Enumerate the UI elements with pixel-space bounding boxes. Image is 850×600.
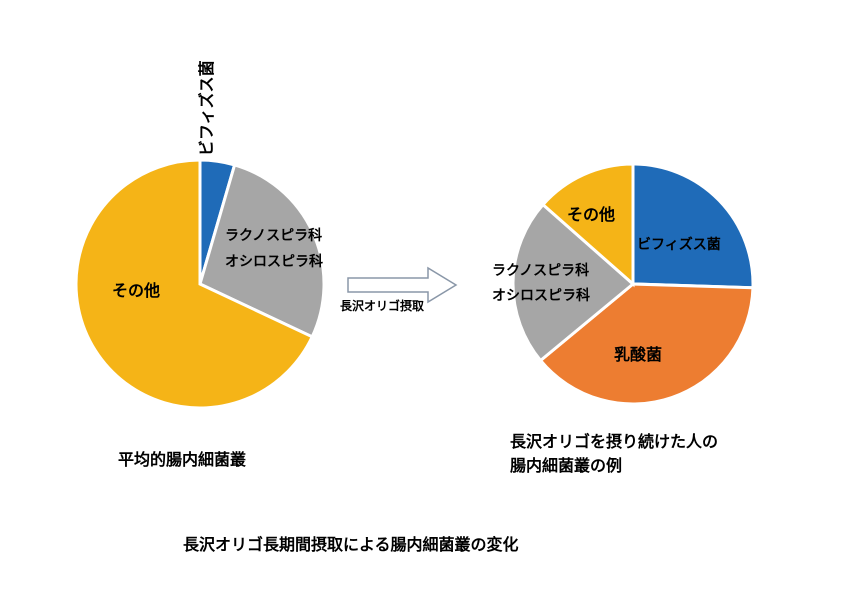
label-bifidus-right: ビフィズス菌 [637, 236, 721, 253]
label-lachno-left-line2: オシロスピラ科 [225, 253, 323, 270]
label-other-right: その他 [567, 205, 615, 224]
label-lachno-left-line1: ラクノスピラ科 [225, 227, 322, 244]
slice-other [540, 162, 635, 288]
label-bifidus-left: ビフィズス菌 [197, 60, 216, 156]
label-other-left: その他 [112, 281, 160, 300]
arrow-label: 長沢オリゴ摂取 [340, 299, 425, 313]
caption-right-line1: 長沢オリゴを摂り続けた人の [510, 432, 719, 451]
label-lachno-right-line2: オシロスピラ科 [492, 287, 590, 304]
right-arrow-icon [347, 266, 458, 304]
slice-lactic [538, 282, 755, 406]
pie-chart-average [74, 158, 326, 410]
slice-lachno [511, 202, 636, 363]
slice-bifidus [631, 162, 755, 290]
slice-lachno [198, 163, 326, 339]
caption-right: 長沢オリゴを摂り続けた人の 腸内細菌叢の例 [510, 430, 718, 478]
caption-left: 平均的腸内細菌叢 [118, 450, 247, 469]
pie-chart-after-oligo [511, 162, 755, 406]
figure-caption: 長沢オリゴ長期間摂取による腸内細菌叢の変化 [183, 535, 519, 554]
label-lachno-right-line1: ラクノスピラ科 [492, 262, 589, 279]
caption-right-line2: 腸内細菌叢の例 [510, 456, 623, 475]
label-lactic-right: 乳酸菌 [614, 345, 662, 364]
slice-other [74, 158, 315, 410]
